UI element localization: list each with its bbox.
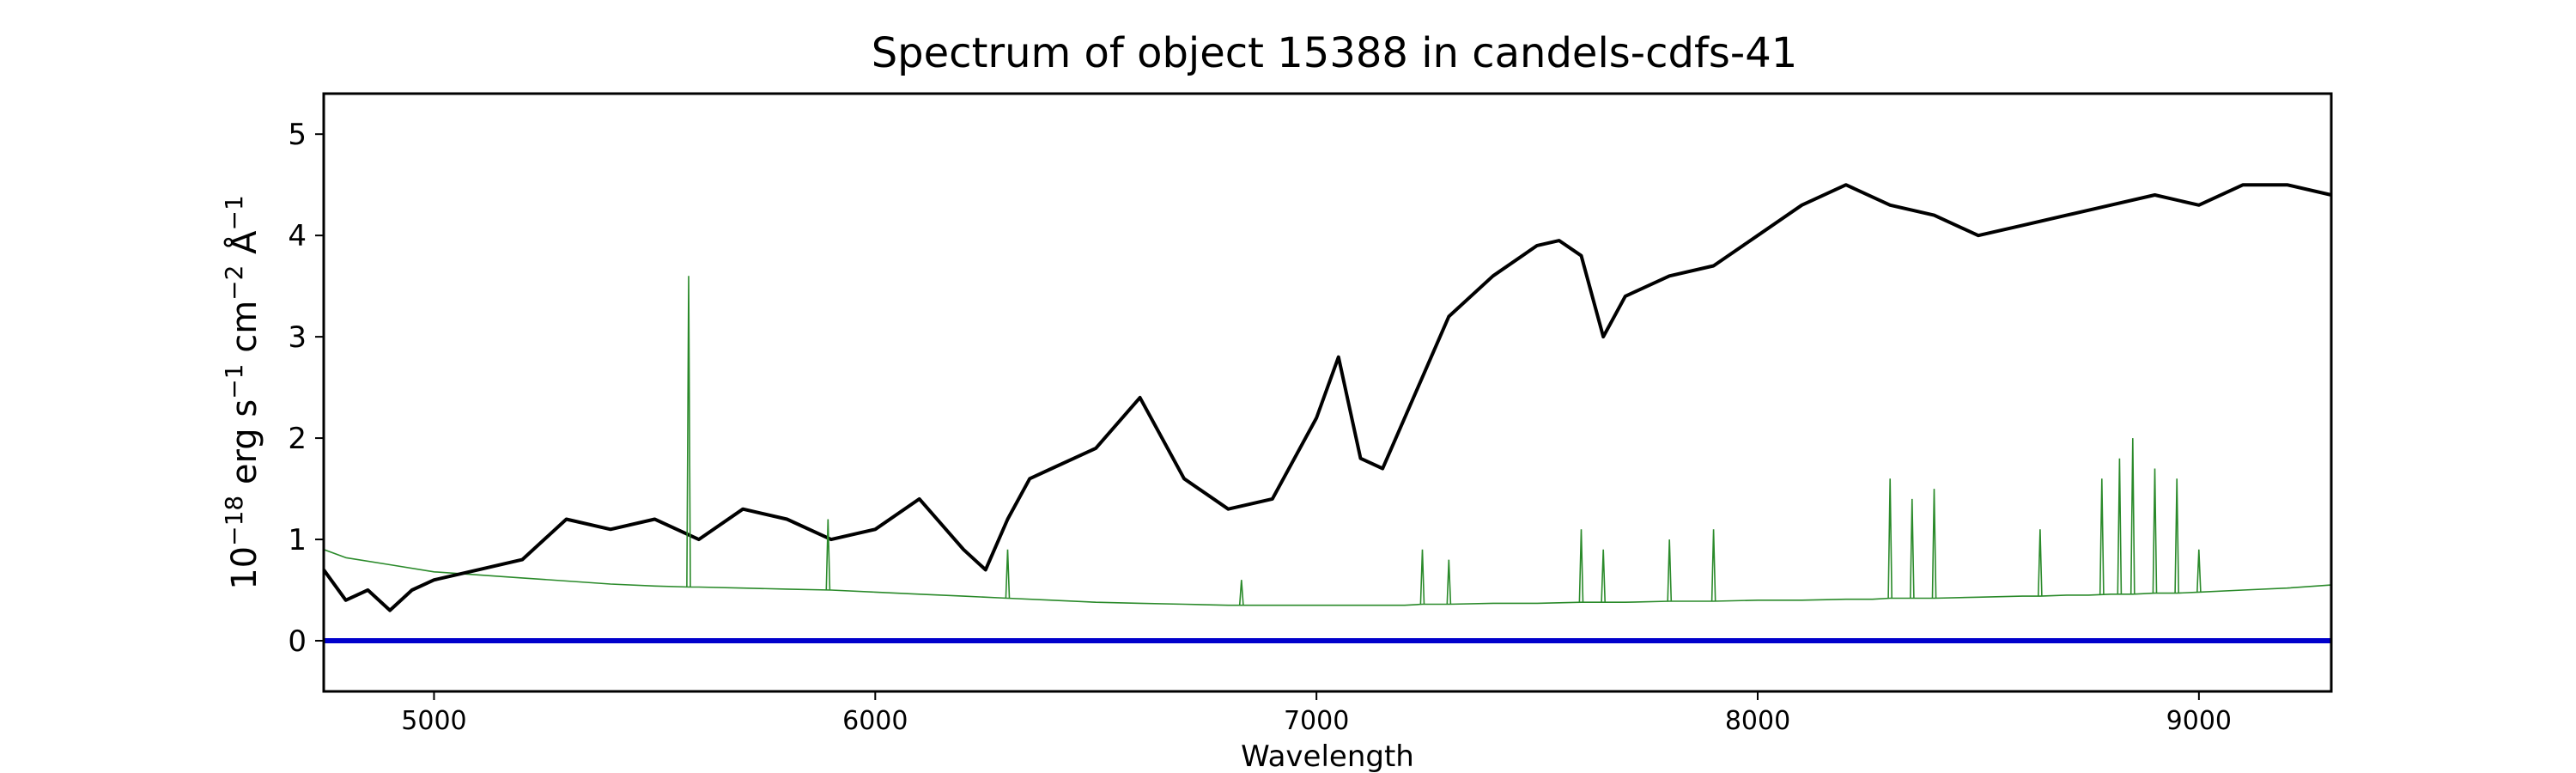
error-emission-spike	[2174, 478, 2179, 593]
error-emission-spike	[1578, 529, 1584, 603]
error-emission-spike	[2152, 468, 2158, 593]
y-tick-label: 4	[288, 219, 307, 253]
y-axis-label-units-angstrom: Å	[223, 230, 264, 265]
y-axis-label-units-angstrom-exp: −1	[220, 195, 248, 230]
error-emission-spike	[1446, 559, 1452, 605]
y-tick-label: 5	[288, 118, 307, 152]
y-axis-label-exponent: −18	[220, 496, 248, 546]
error-emission-spike	[686, 276, 691, 587]
y-tick-label: 1	[288, 523, 307, 557]
error-emission-spike	[1667, 539, 1673, 602]
x-tick-label: 7000	[1284, 706, 1349, 736]
error-emission-spike	[1601, 549, 1606, 603]
y-axis-label-units-cm: cm	[225, 301, 264, 364]
error-emission-spike	[1238, 580, 1244, 606]
x-ticks: 5000 6000 7000 8000 9000	[401, 691, 2232, 736]
plot-area	[322, 183, 2332, 643]
y-tick-label: 3	[288, 320, 307, 355]
flux-series-line	[322, 183, 2332, 612]
error-emission-spike	[1005, 549, 1011, 599]
plot-frame	[322, 92, 2333, 693]
x-tick-label: 6000	[842, 706, 908, 736]
error-emission-spike	[2038, 529, 2043, 597]
y-tick-label: 0	[288, 624, 307, 659]
y-tick-label: 2	[288, 422, 307, 456]
x-axis-label: Wavelength	[1241, 740, 1414, 773]
y-axis-label-base: 10	[225, 546, 264, 590]
y-axis-label-units: erg s	[225, 399, 264, 496]
x-tick-label: 8000	[1725, 706, 1790, 736]
error-emission-spike	[2129, 438, 2136, 594]
error-emission-spike	[2196, 549, 2202, 593]
y-axis-label: 10−18 erg s−1 cm−2 Å−1	[220, 195, 264, 590]
error-emission-spike	[1931, 489, 1937, 599]
error-emission-spike	[1419, 549, 1425, 605]
error-emission-spike	[1887, 478, 1893, 599]
x-tick-label: 5000	[401, 706, 466, 736]
chart-title: Spectrum of object 15388 in candels-cdfs…	[872, 29, 1798, 77]
error-emission-spike	[2117, 458, 2123, 594]
y-ticks: 0 1 2 3 4 5	[288, 118, 324, 659]
y-axis-label-units-cm-exp: −2	[220, 265, 248, 301]
error-emission-spike	[1910, 498, 1915, 599]
y-axis-label-units-exp: −1	[220, 364, 248, 399]
error-emission-spike	[1710, 529, 1716, 602]
error-emission-spike	[825, 519, 831, 591]
x-tick-label: 9000	[2166, 706, 2232, 736]
error-emission-spike	[2099, 478, 2105, 595]
error-series-line	[323, 549, 2332, 606]
